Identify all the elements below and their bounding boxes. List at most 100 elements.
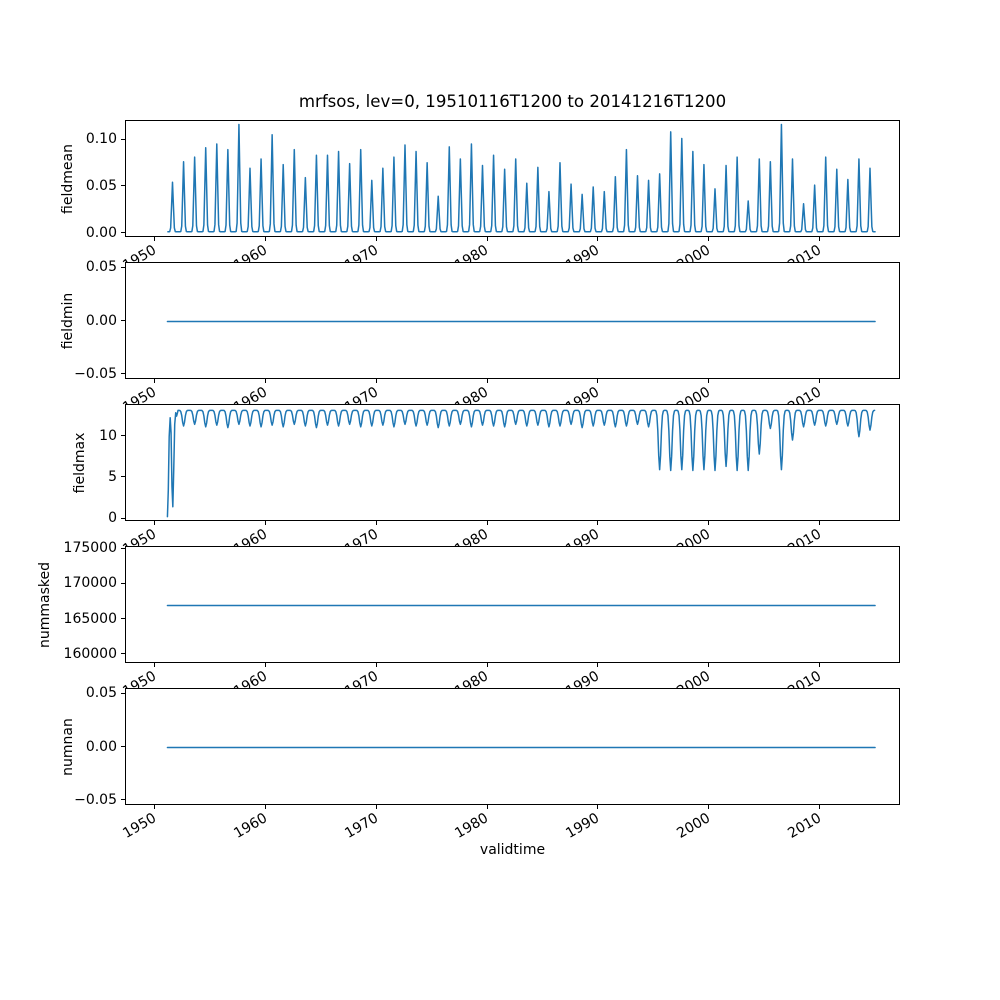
y-tick: [121, 618, 125, 619]
x-tick-label: 1950: [120, 810, 160, 842]
y-tick-label: −0.05: [74, 791, 117, 808]
x-tick: [597, 379, 599, 383]
x-tick: [375, 663, 377, 667]
x-tick-label: 1980: [452, 384, 492, 416]
x-tick: [375, 237, 377, 241]
axes-frame-fieldmean: [125, 120, 900, 237]
y-tick: [121, 799, 125, 801]
x-tick-label: 2000: [674, 668, 713, 700]
x-tick-label: 1980: [452, 242, 492, 274]
x-tick: [707, 805, 709, 809]
x-tick-label: 1970: [341, 242, 381, 274]
x-tick-label: 1990: [563, 810, 603, 842]
x-tick-label: 2010: [784, 668, 824, 700]
x-tick: [818, 379, 820, 383]
axes-frame-numnan: [125, 688, 900, 805]
x-tick: [265, 805, 267, 809]
x-tick: [707, 237, 709, 241]
y-tick: [121, 653, 125, 655]
x-axis-label: validtime: [479, 842, 546, 858]
chart-title: mrfsos, lev=0, 19510116T1200 to 20141216…: [298, 92, 727, 111]
y-axis-label-numnan: numnan: [60, 717, 76, 776]
y-tick-label: 165000: [63, 610, 117, 627]
x-tick-label: 1950: [120, 242, 160, 274]
y-tick: [121, 746, 125, 747]
y-tick: [121, 476, 125, 478]
x-tick-label: 1990: [563, 668, 603, 700]
y-tick-label: 175000: [63, 540, 117, 557]
x-tick-label: 2010: [784, 526, 824, 558]
x-tick: [597, 237, 599, 241]
data-line-fieldmean: [167, 123, 876, 233]
x-tick-label: 1960: [231, 242, 271, 274]
x-tick-label: 2010: [784, 242, 824, 274]
x-tick: [707, 379, 709, 383]
x-tick-label: 1990: [563, 384, 603, 416]
x-tick-label: 1970: [341, 384, 381, 416]
y-tick: [121, 435, 125, 437]
y-tick-label: 0.05: [85, 177, 117, 194]
y-tick-label: −0.05: [74, 365, 117, 382]
x-tick-label: 1980: [452, 526, 492, 558]
x-tick-label: 1950: [120, 384, 160, 416]
axes-frame-nummasked: [125, 546, 900, 663]
x-tick-label: 1960: [231, 526, 271, 558]
y-tick-label: 0.00: [85, 224, 117, 241]
x-tick-label: 1960: [231, 668, 271, 700]
x-tick-label: 1990: [563, 242, 603, 274]
x-tick-label: 2000: [674, 810, 713, 842]
y-tick: [121, 373, 125, 375]
x-tick: [818, 805, 820, 809]
y-tick: [121, 547, 125, 549]
x-tick: [375, 805, 377, 809]
data-line-fieldmin: [166, 320, 876, 323]
x-tick: [818, 663, 820, 667]
x-tick-label: 2000: [674, 242, 713, 274]
x-tick: [486, 521, 488, 525]
y-tick-label: 0.00: [85, 738, 117, 755]
x-tick: [265, 237, 267, 241]
y-tick: [121, 582, 125, 584]
x-tick: [154, 805, 156, 809]
y-tick-label: 160000: [63, 645, 117, 662]
x-tick-label: 1950: [120, 526, 160, 558]
y-tick: [121, 185, 125, 187]
x-tick: [154, 521, 156, 525]
y-axis-label-fieldmean: fieldmean: [60, 143, 76, 214]
y-tick: [121, 232, 125, 234]
y-tick-label: 170000: [63, 575, 117, 592]
y-tick-label: 0: [108, 510, 117, 527]
x-tick: [707, 663, 709, 667]
x-tick-label: 1960: [231, 384, 271, 416]
y-tick: [121, 320, 125, 321]
y-tick: [121, 138, 125, 140]
x-tick-label: 1970: [341, 526, 381, 558]
x-tick: [486, 379, 488, 383]
x-tick: [265, 663, 267, 667]
x-tick-label: 1970: [341, 668, 381, 700]
data-line-numnan: [166, 746, 876, 749]
x-tick: [265, 379, 267, 383]
x-tick: [154, 379, 156, 383]
y-axis-label-fieldmin: fieldmin: [60, 292, 76, 349]
y-tick-label: 0.10: [85, 131, 117, 148]
x-tick: [265, 521, 267, 525]
x-tick: [486, 663, 488, 667]
x-tick: [707, 521, 709, 525]
x-tick: [375, 379, 377, 383]
x-tick: [597, 521, 599, 525]
x-tick: [486, 237, 488, 241]
x-tick-label: 1980: [452, 810, 492, 842]
x-tick: [154, 237, 156, 241]
y-tick: [121, 266, 125, 268]
y-tick-label: 0.05: [85, 685, 117, 702]
x-tick-label: 1980: [452, 668, 492, 700]
y-axis-label-nummasked: nummasked: [37, 561, 53, 648]
x-tick-label: 1950: [120, 668, 160, 700]
x-tick-label: 1970: [341, 810, 381, 842]
x-tick: [375, 521, 377, 525]
x-tick-label: 1960: [231, 810, 271, 842]
y-tick-label: 0.05: [85, 259, 117, 276]
axes-frame-fieldmax: [125, 404, 900, 521]
